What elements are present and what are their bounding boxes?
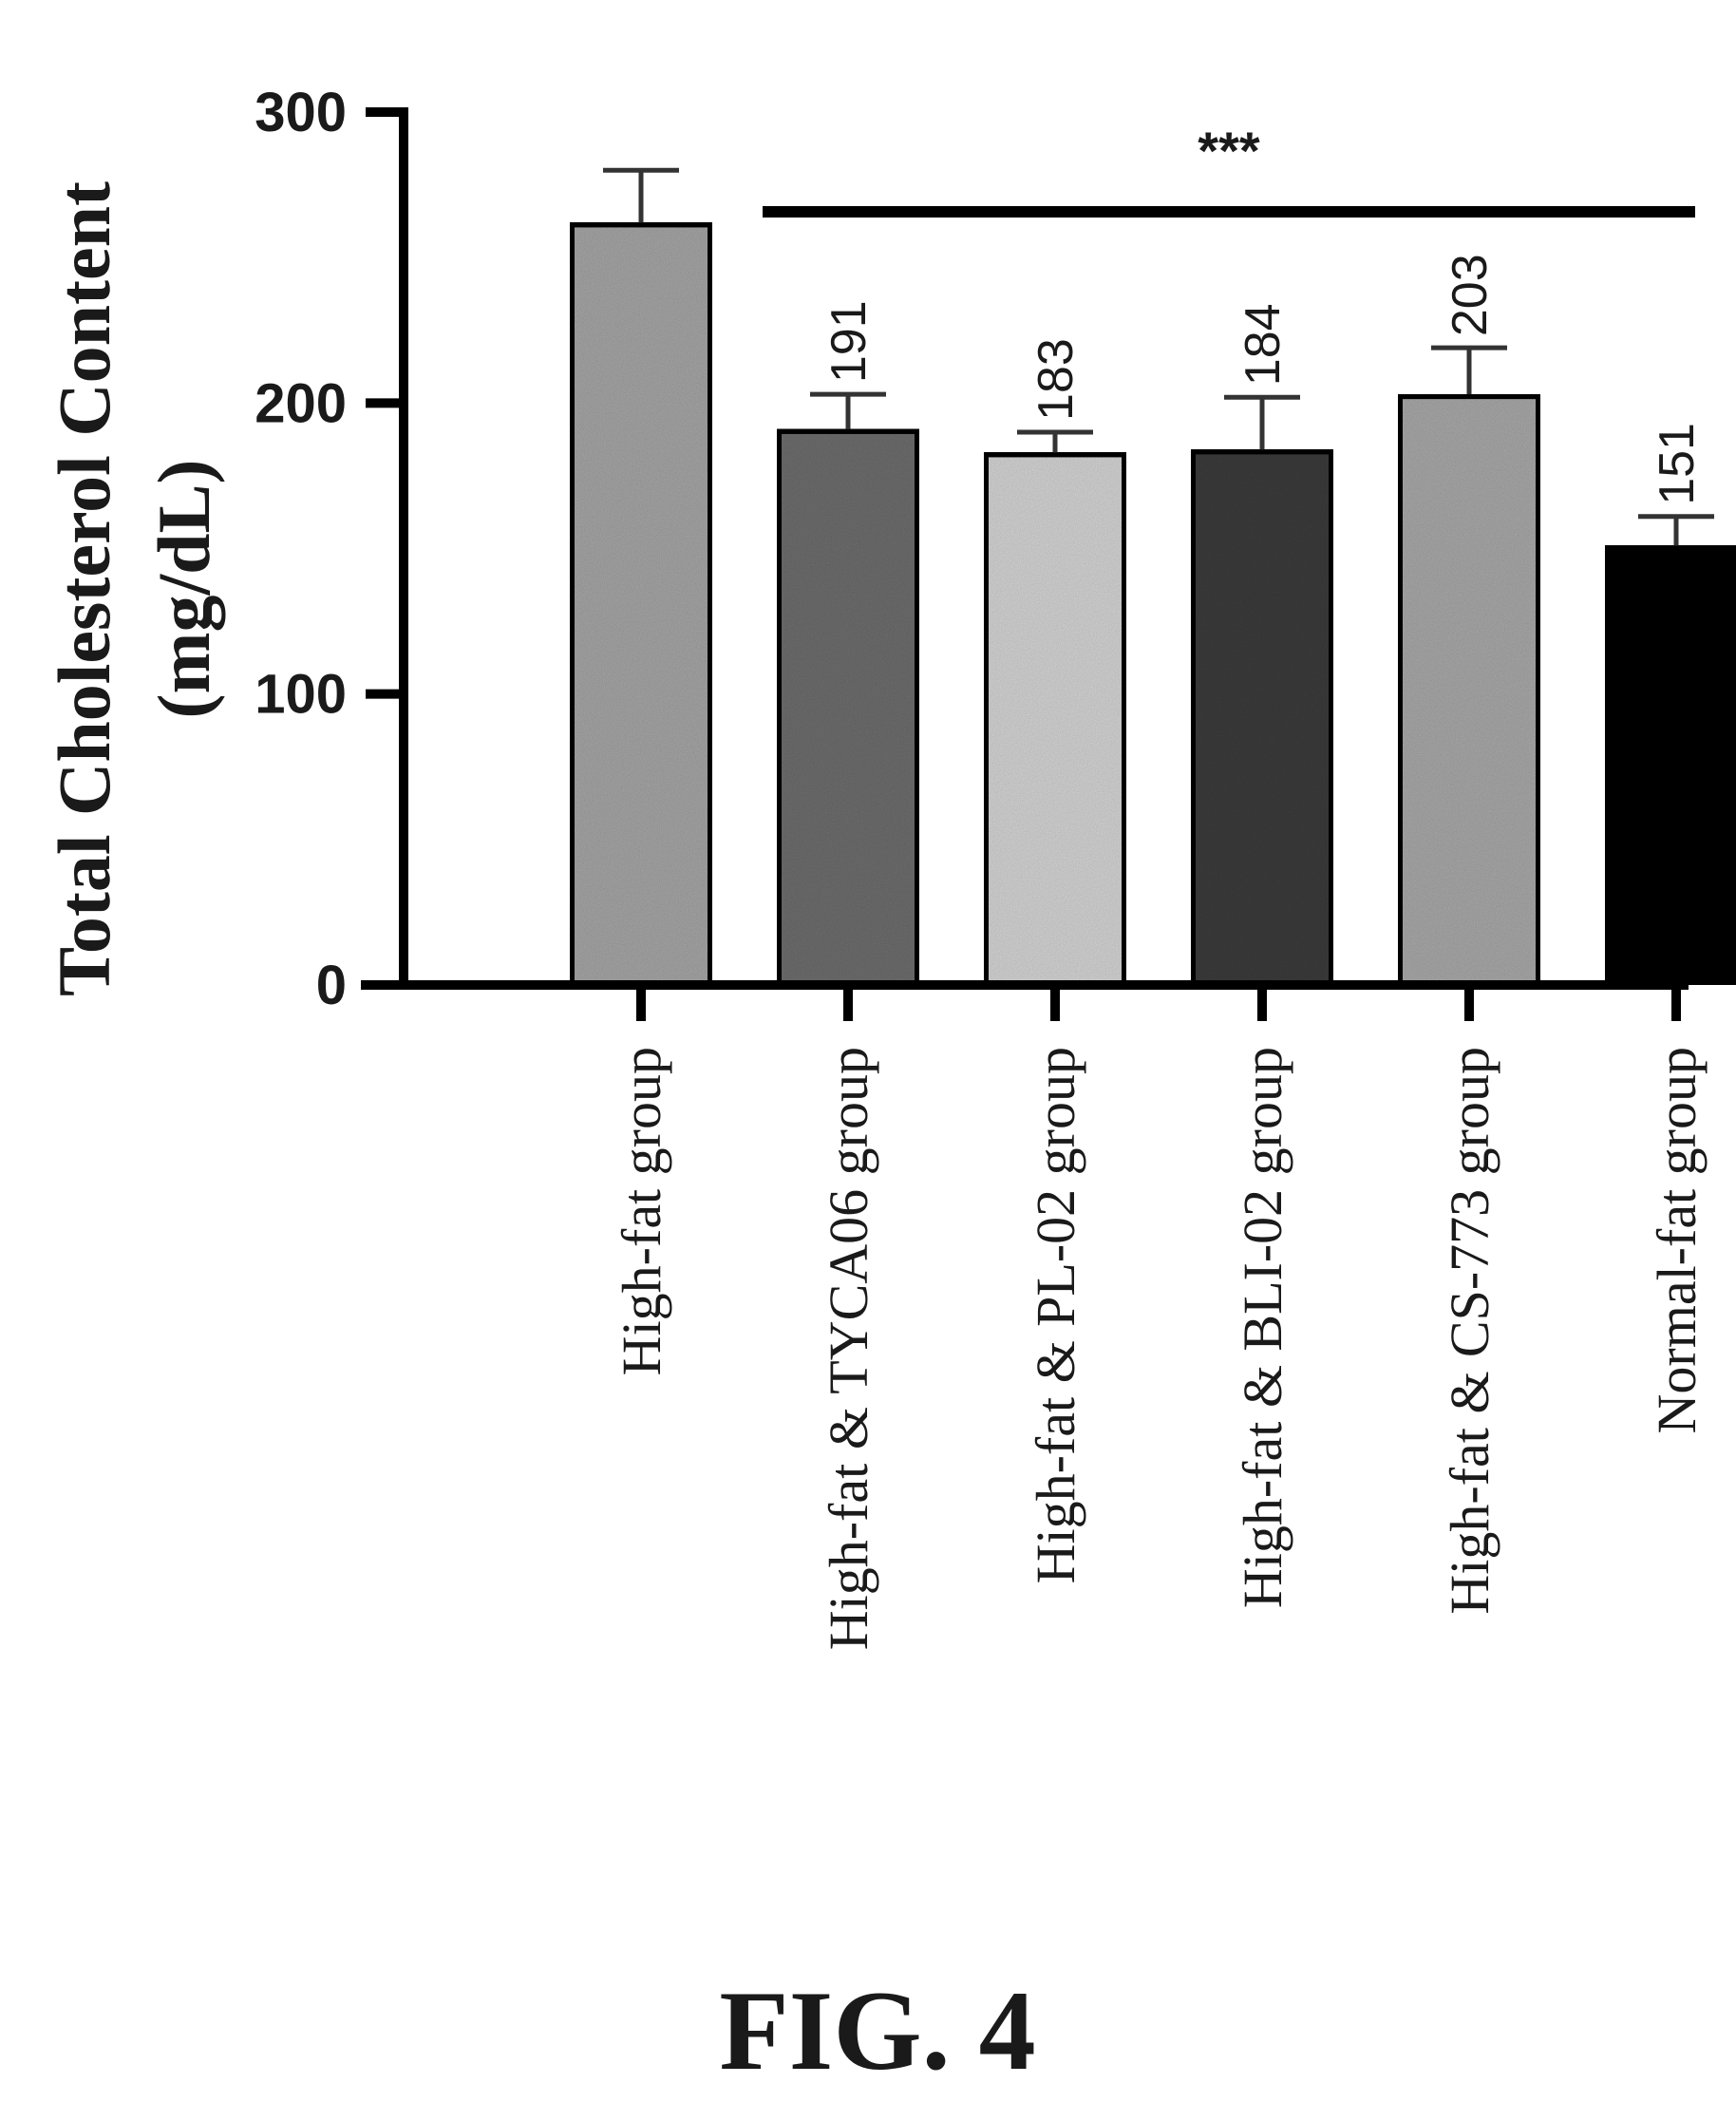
- value-label-2: 183: [1028, 338, 1084, 421]
- bar-5: [1600, 540, 1736, 990]
- category-label-4: High-fat & CS-773 group: [1439, 1047, 1500, 1615]
- error-bars: [603, 167, 1714, 546]
- y-axis-title-line2: (mg/dL): [142, 460, 225, 719]
- bar-4: [1393, 389, 1545, 991]
- category-label-3: High-fat & BLI-02 group: [1232, 1047, 1293, 1608]
- category-label-1: High-fat & TYCA06 group: [818, 1047, 879, 1650]
- category-label-5: Normal-fat group: [1646, 1047, 1708, 1433]
- bar-2: [979, 447, 1131, 991]
- y-tick-label-1: 100: [255, 664, 347, 726]
- value-labels: 191 183 184 203 151: [821, 254, 1705, 504]
- value-label-3: 184: [1236, 303, 1291, 386]
- significance-label: ***: [1198, 121, 1260, 180]
- bars: [565, 218, 1736, 991]
- category-label-2: High-fat & PL-02 group: [1025, 1047, 1086, 1583]
- y-tick-label-0: 0: [316, 955, 347, 1016]
- bar-3: [1186, 445, 1338, 990]
- y-axis-title-line1: Total Cholesterol Content: [43, 181, 125, 996]
- bar-1: [772, 424, 924, 990]
- y-axis-title: Total Cholesterol Content (mg/dL): [43, 181, 225, 996]
- value-label-1: 191: [821, 300, 877, 383]
- y-tick-label-2: 200: [255, 372, 347, 434]
- value-label-5: 151: [1650, 423, 1705, 505]
- bar-0: [565, 218, 717, 990]
- figure-label: FIG. 4: [719, 1967, 1035, 2093]
- category-label-0: High-fat group: [611, 1047, 672, 1375]
- value-label-4: 203: [1443, 254, 1498, 336]
- y-axis-ticks: 0 100 200 300: [255, 82, 404, 1016]
- x-axis-ticks: [636, 985, 1681, 1021]
- y-tick-label-3: 300: [255, 82, 347, 143]
- category-labels: High-fat group High-fat & TYCA06 group Hig…: [611, 1047, 1708, 1650]
